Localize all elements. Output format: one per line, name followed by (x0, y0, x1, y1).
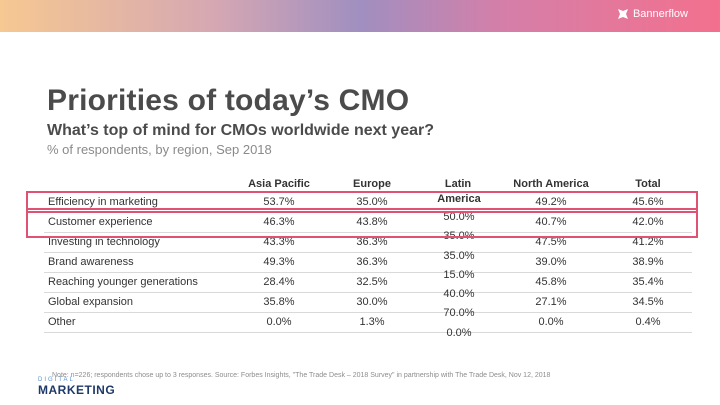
brand-name: Bannerflow (632, 8, 688, 20)
page-subtitle-detail: % of respondents, by region, Sep 2018 (47, 142, 272, 157)
cell-north: 39.0% (498, 252, 604, 273)
source-note: Note: n=226; respondents chose up to 3 r… (52, 372, 551, 379)
cell-asia: 49.3% (232, 252, 326, 273)
page-title: Priorities of today’s CMO (47, 84, 410, 117)
row-label: Global expansion (44, 292, 232, 313)
cell-latin-empty (418, 292, 498, 313)
table-row: Reaching younger generations 28.4% 32.5%… (44, 272, 692, 293)
header-gradient-bar: Bannerflow (0, 0, 720, 32)
cell-total: 38.9% (604, 252, 692, 273)
cell-asia: 46.3% (232, 212, 326, 233)
digital-marketing-logo: DIGITAL MARKETING (38, 377, 115, 396)
bannerflow-icon (617, 9, 628, 19)
table-row: Other 0.0% 1.3% 0.0% 0.4% (44, 312, 692, 333)
cell-latin-empty (418, 212, 498, 233)
cell-asia: 28.4% (232, 272, 326, 293)
logo-main-text: MARKETING (38, 383, 116, 397)
table-header-row: Asia Pacific Europe Latin North America … (44, 178, 692, 193)
cell-total: 42.0% (604, 212, 692, 233)
latin-value: 40.0% (443, 288, 475, 300)
cell-europe: 36.3% (326, 252, 418, 273)
table-row: Brand awareness 49.3% 36.3% 39.0% 38.9% (44, 252, 692, 273)
header-latin-america: Latin (418, 178, 498, 193)
cell-north: 0.0% (498, 312, 604, 333)
cell-latin-empty (418, 272, 498, 293)
highlight-box-efficiency (26, 191, 698, 213)
cell-europe: 35.0% (326, 192, 418, 213)
latin-value: 15.0% (443, 269, 475, 281)
row-label: Other (44, 312, 232, 333)
latin-header-line2: America (437, 193, 481, 205)
cell-latin-empty (418, 312, 498, 333)
row-label: Reaching younger generations (44, 272, 232, 293)
latin-value: 50.0% (443, 211, 475, 223)
table-row: Efficiency in marketing 53.7% 35.0% 49.2… (44, 192, 692, 213)
cell-europe: 30.0% (326, 292, 418, 313)
cell-asia: 0.0% (232, 312, 326, 333)
page-subtitle: What’s top of mind for CMOs worldwide ne… (47, 122, 434, 139)
cell-total: 35.4% (604, 272, 692, 293)
table-row: Customer experience 46.3% 43.8% 40.7% 42… (44, 212, 692, 233)
cell-latin-empty (418, 252, 498, 273)
cell-total: 0.4% (604, 312, 692, 333)
latin-value: 0.0% (446, 327, 472, 339)
table-row: Global expansion 35.8% 30.0% 27.1% 34.5% (44, 292, 692, 313)
cell-north: 27.1% (498, 292, 604, 313)
highlight-box-customer-experience (26, 208, 698, 238)
cell-north: 40.7% (498, 212, 604, 233)
cell-europe: 43.8% (326, 212, 418, 233)
row-label: Customer experience (44, 212, 232, 233)
header-latin-line1: Latin (444, 178, 472, 190)
cell-total: 45.6% (604, 192, 692, 213)
cell-europe: 32.5% (326, 272, 418, 293)
cell-asia: 35.8% (232, 292, 326, 313)
logo-top-text: DIGITAL (38, 377, 75, 383)
row-label: Brand awareness (44, 252, 232, 273)
cell-north: 45.8% (498, 272, 604, 293)
cell-europe: 1.3% (326, 312, 418, 333)
latin-value: 35.0% (443, 250, 475, 262)
cell-total: 34.5% (604, 292, 692, 313)
latin-value: 70.0% (443, 307, 475, 319)
brand: Bannerflow (617, 8, 688, 20)
